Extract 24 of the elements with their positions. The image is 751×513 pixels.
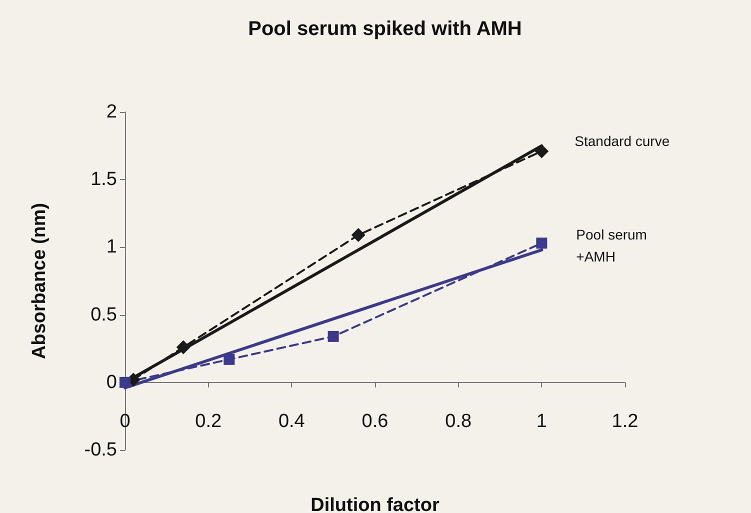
x-tick-label: 1.2: [612, 411, 638, 432]
point: [224, 354, 235, 365]
x-tick-label: 0.4: [278, 411, 306, 432]
point: [534, 144, 549, 158]
point: [351, 228, 366, 242]
y-tick-label: 2: [106, 102, 117, 122]
point: [536, 238, 548, 249]
series-label: Standard curve: [574, 133, 670, 150]
y-tick-label: -0.5: [84, 440, 117, 460]
x-axis-title: Dilution factor: [310, 495, 440, 513]
point: [120, 376, 130, 388]
y-tick-label: 1: [106, 236, 117, 258]
chart-title: Pool serum spiked with AMH: [248, 18, 522, 40]
y-axis-title: Absorbance (nm): [29, 202, 50, 360]
x-tick-label: 1: [536, 411, 547, 432]
x-tick-label: 0.2: [195, 411, 222, 432]
point: [328, 330, 339, 342]
x-tick-label: 0.6: [362, 411, 388, 432]
text: Pool serum +AMH: [576, 226, 647, 265]
y-tick-label: 0.5: [90, 304, 117, 326]
y-tick-label: 0: [106, 372, 117, 393]
point: [176, 340, 190, 354]
y-tick-label: 1.5: [90, 169, 117, 190]
x-tick-label: 0.8: [445, 411, 472, 432]
